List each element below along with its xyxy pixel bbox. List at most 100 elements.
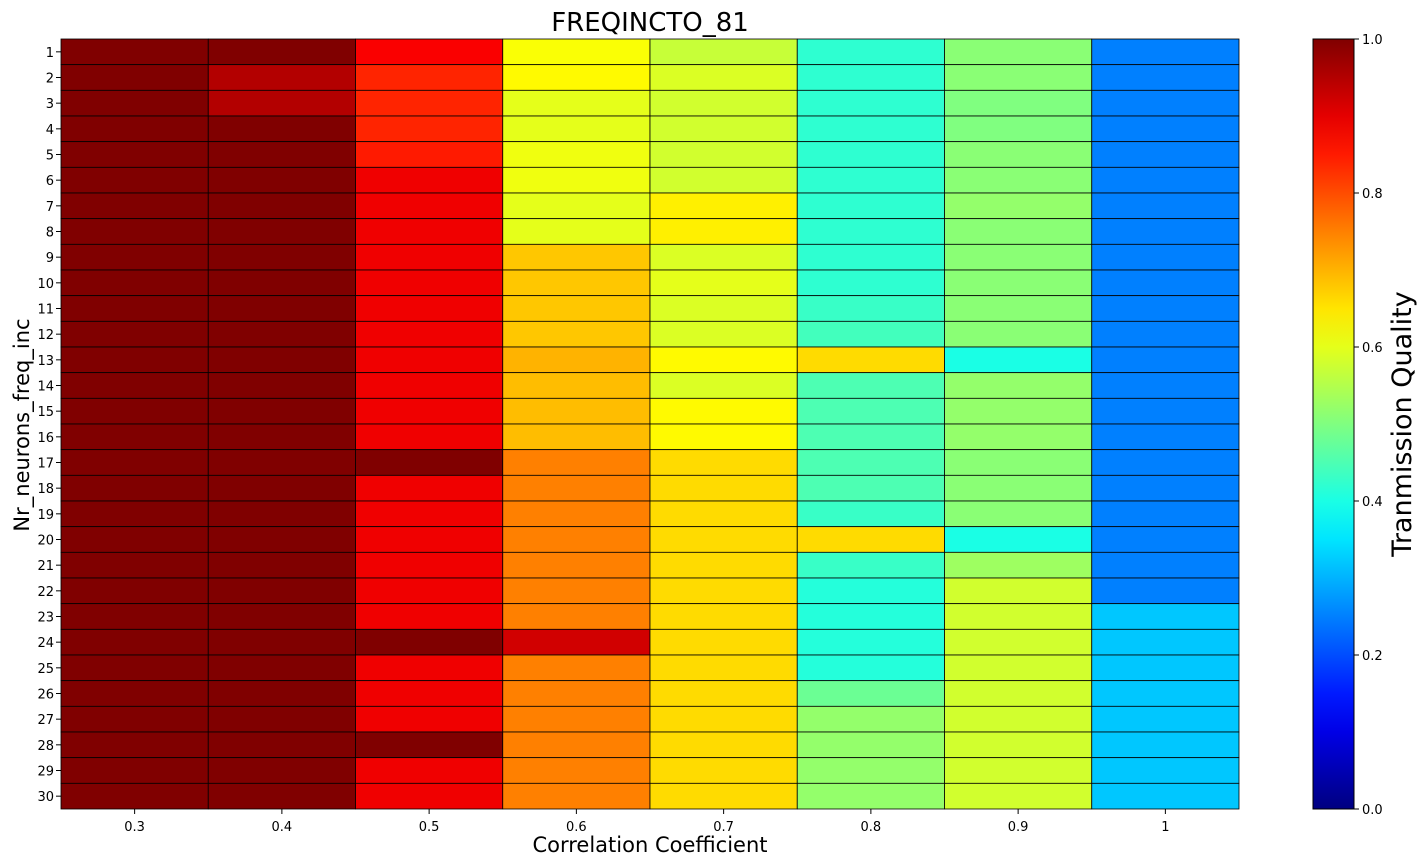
x-axis-ticks: 0.3 0.4 0.5 0.6 0.7 0.8 0.9 1	[124, 809, 1170, 835]
colorbar-tick-label: 1.0	[1362, 33, 1383, 48]
y-tick-label: 29	[37, 765, 54, 780]
heatmap-cell	[355, 218, 504, 245]
heatmap-cell	[207, 474, 356, 502]
heatmap-cell	[1091, 757, 1240, 784]
heatmap-cell	[1091, 115, 1240, 143]
heatmap-cell	[60, 628, 209, 656]
heatmap-cell	[649, 474, 798, 502]
heatmap-cell	[796, 500, 945, 528]
y-tick-label: 24	[37, 636, 54, 651]
x-tick-label: 0.8	[861, 820, 882, 835]
heatmap-cell	[502, 89, 651, 117]
heatmap-cell	[60, 166, 209, 194]
heatmap-cell	[355, 705, 504, 733]
y-tick-label: 21	[37, 559, 54, 574]
heatmap-cell	[1091, 500, 1240, 528]
heatmap-cell	[355, 474, 504, 502]
heatmap-cell	[944, 192, 1093, 220]
heatmap-cell	[502, 551, 651, 579]
y-tick-label: 8	[46, 226, 54, 241]
heatmap-cell	[944, 89, 1093, 117]
heatmap-cell	[649, 218, 798, 245]
heatmap-cell	[502, 603, 651, 630]
chart-title: FREQINCTO_81	[551, 8, 749, 38]
heatmap-cell	[60, 64, 209, 91]
x-tick-label: 0.5	[419, 820, 440, 835]
heatmap-cell	[649, 654, 798, 682]
heatmap-cell	[649, 551, 798, 579]
heatmap-cell	[355, 782, 504, 810]
heatmap-cell	[1091, 680, 1240, 707]
heatmap-cell	[1091, 89, 1240, 117]
y-axis-label: Nr_neurons_freq_inc	[10, 318, 35, 531]
heatmap-cell	[60, 654, 209, 682]
heatmap-cell	[796, 218, 945, 245]
heatmap-cell	[502, 654, 651, 682]
heatmap-cell	[502, 757, 651, 784]
heatmap-cell	[502, 192, 651, 220]
heatmap-cell	[944, 705, 1093, 733]
heatmap-cell	[60, 423, 209, 451]
heatmap-cell	[355, 731, 504, 759]
y-tick-label: 1	[46, 46, 54, 61]
heatmap-cell	[207, 218, 356, 245]
heatmap-cell	[649, 166, 798, 194]
heatmap-cell	[207, 731, 356, 759]
heatmap-cell	[502, 423, 651, 451]
heatmap-cell	[1091, 654, 1240, 682]
heatmap-cell	[796, 64, 945, 91]
heatmap-cell	[1091, 603, 1240, 630]
heatmap-cell	[502, 628, 651, 656]
heatmap-cell	[649, 372, 798, 399]
heatmap-cell	[944, 603, 1093, 630]
heatmap-cell	[60, 705, 209, 733]
heatmap-cell	[649, 500, 798, 528]
colorbar-tick-label: 0.8	[1362, 187, 1383, 202]
heatmap-cell	[796, 705, 945, 733]
heatmap-cell	[1091, 192, 1240, 220]
heatmap-cell	[502, 38, 651, 66]
heatmap-cell	[796, 372, 945, 399]
y-axis-ticks: 1234567891011121314151617181920212223242…	[37, 46, 61, 805]
heatmap-cell	[649, 38, 798, 66]
heatmap-cell	[944, 64, 1093, 91]
heatmap-cell	[207, 89, 356, 117]
heatmap-cell	[60, 320, 209, 348]
heatmap-cell	[796, 603, 945, 630]
y-tick-label: 16	[37, 431, 54, 446]
heatmap-cell	[60, 680, 209, 707]
heatmap-cell	[207, 628, 356, 656]
heatmap-cell	[60, 89, 209, 117]
heatmap-cell	[1091, 577, 1240, 605]
heatmap-cell	[1091, 346, 1240, 374]
y-tick-label: 28	[37, 739, 54, 754]
heatmap-cell	[649, 89, 798, 117]
heatmap-cell	[502, 680, 651, 707]
x-axis-label: Correlation Coefficient	[532, 833, 767, 857]
heatmap-cell	[207, 115, 356, 143]
heatmap-cell	[944, 141, 1093, 168]
colorbar	[1312, 38, 1355, 810]
y-tick-label: 12	[37, 328, 54, 343]
heatmap-cell	[649, 115, 798, 143]
heatmap-cell	[649, 757, 798, 784]
colorbar-tick-label: 0.0	[1362, 803, 1383, 818]
heatmap-cell	[649, 705, 798, 733]
heatmap-cell	[944, 423, 1093, 451]
y-tick-label: 30	[37, 790, 54, 805]
heatmap-cell	[355, 346, 504, 374]
colorbar-label: Tranmission Quality	[1387, 291, 1418, 557]
heatmap-cell	[649, 423, 798, 451]
x-tick-label: 0.4	[272, 820, 293, 835]
heatmap-cell	[207, 295, 356, 322]
heatmap-cell	[796, 449, 945, 476]
heatmap-cell	[355, 269, 504, 297]
heatmap-cell	[649, 295, 798, 322]
heatmap-cell	[207, 551, 356, 579]
heatmap-cell	[796, 731, 945, 759]
heatmap-cell	[207, 526, 356, 553]
heatmap-cell	[1091, 320, 1240, 348]
colorbar-tick-label: 0.4	[1362, 495, 1383, 510]
heatmap-cell	[207, 269, 356, 297]
heatmap-cell	[944, 731, 1093, 759]
